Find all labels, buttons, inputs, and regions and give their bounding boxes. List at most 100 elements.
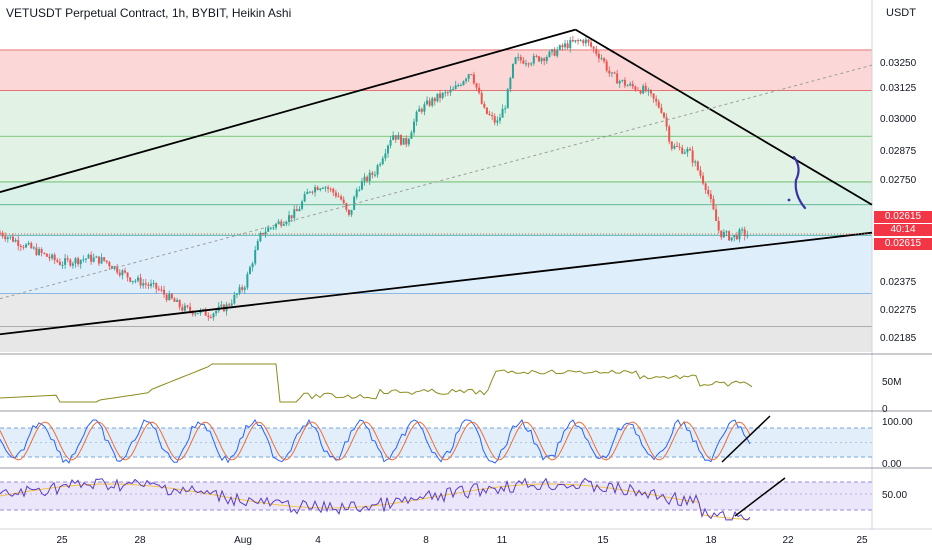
candle-body bbox=[488, 113, 491, 116]
candle-body bbox=[144, 283, 147, 285]
candle-body bbox=[246, 274, 249, 288]
candle-body bbox=[600, 58, 603, 60]
candle-body bbox=[743, 229, 746, 236]
candle-body bbox=[553, 49, 556, 56]
candle-body bbox=[413, 121, 416, 133]
purple-dot bbox=[787, 198, 791, 202]
candle-body bbox=[170, 293, 173, 299]
candle-body bbox=[233, 294, 236, 304]
candle-body bbox=[38, 249, 41, 255]
candle-body bbox=[605, 61, 608, 71]
candle-body bbox=[501, 108, 504, 118]
candle-body bbox=[12, 236, 15, 242]
candle-body bbox=[256, 241, 259, 251]
rsi-line bbox=[0, 477, 751, 521]
candle-body bbox=[746, 235, 749, 237]
candle-body bbox=[157, 288, 160, 290]
candle-body bbox=[717, 220, 720, 231]
fib-zone bbox=[0, 204, 872, 236]
candle-body bbox=[454, 85, 457, 90]
time-tick-label: 8 bbox=[423, 535, 429, 546]
candle-body bbox=[163, 289, 166, 295]
candle-body bbox=[194, 313, 197, 315]
candle-body bbox=[426, 100, 429, 105]
candle-body bbox=[280, 221, 283, 226]
candle-body bbox=[665, 117, 668, 127]
candle-body bbox=[730, 237, 733, 241]
candle-body bbox=[532, 55, 535, 64]
price-grid bbox=[0, 0, 932, 530]
candle-body bbox=[264, 231, 267, 235]
candle-body bbox=[691, 150, 694, 163]
candle-body bbox=[105, 260, 108, 263]
rsi-trendline bbox=[734, 477, 786, 517]
time-tick-label: Aug bbox=[234, 535, 252, 546]
candle-body bbox=[493, 116, 496, 123]
candle-body bbox=[631, 83, 634, 87]
candle-body bbox=[623, 79, 626, 86]
candle-body bbox=[657, 101, 660, 108]
candle-body bbox=[288, 215, 291, 222]
candle-body bbox=[134, 280, 137, 282]
candle-body bbox=[137, 277, 140, 281]
candle-body bbox=[683, 152, 686, 154]
candle-body bbox=[728, 231, 731, 241]
candle-body bbox=[129, 277, 132, 282]
candle-body bbox=[405, 137, 408, 145]
fib-zone bbox=[0, 293, 872, 327]
candle-body bbox=[509, 77, 512, 90]
candle-body bbox=[147, 284, 150, 286]
candle-body bbox=[30, 242, 33, 249]
candle-body bbox=[668, 126, 671, 142]
candle-body bbox=[517, 57, 520, 59]
fib-zone bbox=[0, 136, 872, 182]
candle-body bbox=[441, 92, 444, 99]
candle-body bbox=[681, 147, 684, 154]
candle-body bbox=[282, 224, 285, 226]
price-tick-label: 0.02185 bbox=[880, 333, 917, 344]
candle-body bbox=[92, 257, 95, 262]
candle-body bbox=[462, 81, 465, 85]
candle-body bbox=[306, 191, 309, 195]
candle-body bbox=[634, 86, 637, 91]
chart-title: VETUSDT Perpetual Contract, 1h, BYBIT, H… bbox=[6, 6, 292, 20]
candle-body bbox=[418, 108, 421, 112]
candle-body bbox=[707, 189, 710, 194]
candle-body bbox=[642, 85, 645, 94]
candle-body bbox=[629, 83, 632, 86]
candle-body bbox=[662, 112, 665, 118]
candle-body bbox=[243, 287, 246, 290]
candle-body bbox=[397, 135, 400, 140]
candle-body bbox=[241, 287, 244, 290]
candle-body bbox=[621, 79, 624, 82]
candle-body bbox=[51, 254, 54, 259]
candle-body bbox=[603, 58, 606, 62]
price-badge-secondary: 0.02615 bbox=[874, 238, 932, 250]
candle-body bbox=[561, 45, 564, 48]
price-tick-label: 0.03125 bbox=[880, 83, 917, 94]
fib-zone bbox=[0, 235, 872, 294]
price-tick-label: 0.03250 bbox=[880, 58, 917, 69]
candle-body bbox=[551, 49, 554, 52]
rsi-tick-label: 50.00 bbox=[882, 490, 907, 501]
candle-body bbox=[316, 187, 319, 191]
candle-body bbox=[27, 242, 30, 245]
candle-body bbox=[496, 120, 499, 123]
candle-body bbox=[428, 100, 431, 106]
candle-body bbox=[118, 272, 121, 276]
candle-body bbox=[360, 181, 363, 190]
candle-body bbox=[215, 311, 218, 314]
candle-body bbox=[506, 89, 509, 109]
candle-body bbox=[699, 170, 702, 176]
candle-body bbox=[480, 92, 483, 104]
candle-body bbox=[548, 51, 551, 58]
candle-body bbox=[152, 282, 155, 284]
candle-body bbox=[673, 145, 676, 149]
axes: 0.03250 0.03125 0.03000 0.02875 0.02750 0.023… bbox=[56, 58, 916, 546]
candle-body bbox=[524, 63, 527, 65]
candle-body bbox=[644, 85, 647, 92]
volume-tick-label: 0 bbox=[882, 404, 888, 415]
candle-body bbox=[9, 236, 12, 238]
candle-body bbox=[618, 81, 621, 84]
